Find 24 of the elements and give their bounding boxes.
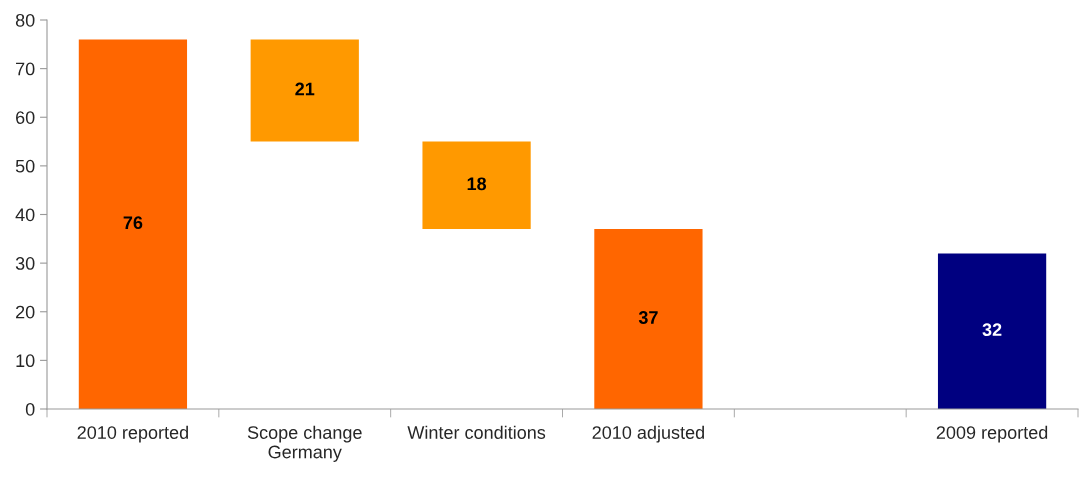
data-label: 37 (638, 311, 658, 324)
bar (937, 253, 1047, 409)
y-tick-label: 30 (15, 257, 35, 270)
data-label: 32 (982, 323, 1002, 337)
x-tick-label: 2009 reported (936, 425, 1048, 443)
y-tick-label: 10 (16, 354, 35, 368)
data-label: 76 (123, 216, 143, 230)
y-tick-label: 50 (15, 159, 35, 173)
y-tick-label: 60 (16, 111, 35, 124)
bar (422, 141, 531, 230)
bar (78, 39, 188, 409)
bar (250, 39, 359, 142)
x-tick-label: Winter conditions (407, 425, 546, 439)
x-tick-label: 2010 reported (77, 425, 188, 443)
data-label: 18 (467, 177, 487, 191)
bar (594, 229, 703, 409)
y-tick-label: 20 (16, 305, 35, 319)
data-label: 21 (295, 82, 315, 96)
x-tick-label: 2010 adjusted (592, 425, 704, 443)
y-tick-label: 80 (15, 13, 35, 27)
y-tick-label: 0 (25, 402, 35, 416)
y-tick-label: 40 (15, 208, 35, 222)
x-tick-label: Scope change Germany (247, 425, 362, 462)
y-tick-label: 70 (16, 62, 35, 76)
